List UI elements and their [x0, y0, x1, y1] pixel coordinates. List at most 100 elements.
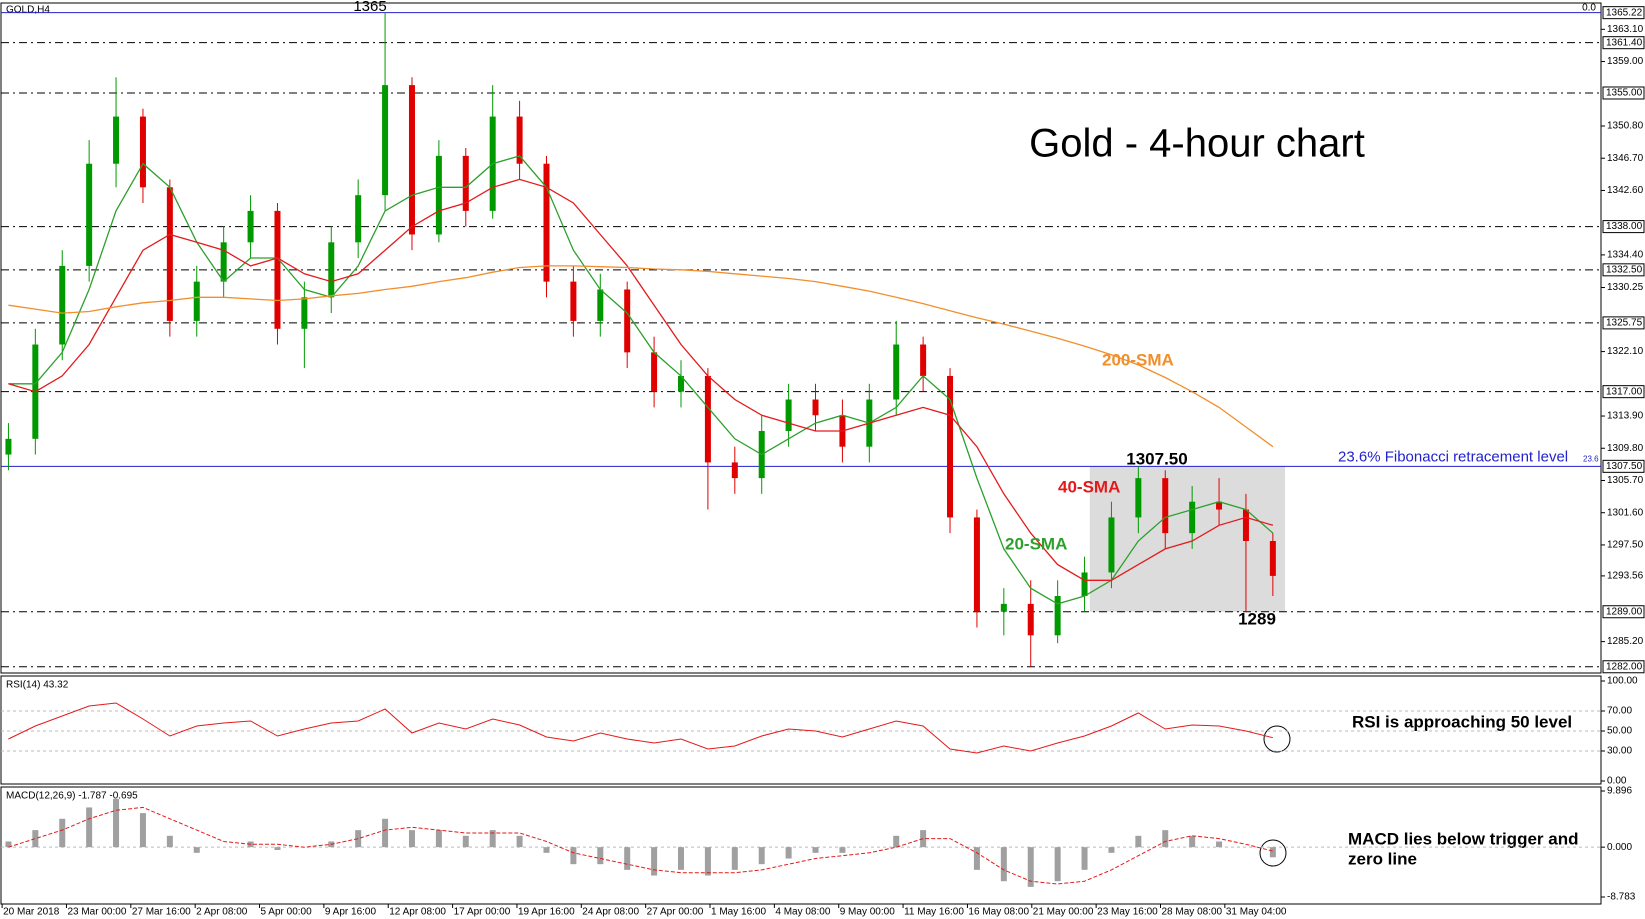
macd-panel [0, 786, 1602, 905]
x-tick-label: 1 May 16:00 [711, 907, 766, 918]
candle-body [678, 375, 685, 392]
x-tick-label: 20 Mar 2018 [3, 907, 60, 918]
macd-bar [86, 807, 93, 848]
candle-body [947, 375, 954, 518]
candle-body [1269, 541, 1276, 576]
x-tick-label: 27 Apr 00:00 [647, 907, 704, 918]
level-label: 1338.00 [1606, 221, 1643, 232]
candle-body [382, 85, 389, 196]
x-tick-label: 12 Apr 08:00 [389, 907, 446, 918]
macd-bar [166, 835, 173, 848]
y-tick-label: 1346.70 [1607, 153, 1644, 164]
range-box [1089, 466, 1285, 612]
level-box [1602, 263, 1645, 277]
fib-small: 23.6 [1583, 454, 1599, 463]
sma-label: 20-SMA [1005, 534, 1067, 553]
candle-body [893, 344, 900, 400]
fib-label: 23.6% Fibonacci retracement level [1338, 448, 1568, 465]
x-tick-label: 4 May 08:00 [775, 907, 830, 918]
level-box [1602, 6, 1645, 20]
level-label: 1289.00 [1606, 606, 1643, 617]
rsi-note: RSI is approaching 50 level [1352, 712, 1572, 731]
candle-body [920, 344, 927, 376]
sma-line [8, 178, 1274, 581]
macd-bar [489, 830, 496, 848]
candle-body [274, 210, 281, 329]
candle-body [5, 438, 12, 455]
candle-body [193, 281, 200, 321]
macd-bar [32, 830, 39, 848]
macd-bar [382, 818, 389, 848]
candle-body [1081, 572, 1088, 597]
candle-body [301, 297, 308, 329]
rsi-title: RSI(14) 43.32 [6, 680, 69, 691]
candle-body [516, 116, 523, 164]
y-tick-label: 100.00 [1607, 676, 1638, 687]
level-box [1602, 316, 1645, 330]
level-label: 1282.00 [1606, 661, 1643, 672]
x-tick-label: 2 Apr 08:00 [196, 907, 248, 918]
candle-body [1027, 603, 1034, 636]
y-tick-label: 70.00 [1607, 706, 1632, 717]
candle-body [166, 187, 173, 321]
candle-body [1000, 603, 1007, 612]
x-tick-label: 11 May 16:00 [904, 907, 964, 918]
sma-line [8, 265, 1274, 448]
y-tick-label: 30.00 [1607, 746, 1632, 757]
candle-body [408, 85, 415, 235]
macd-bar [1108, 847, 1115, 853]
y-tick-label: 1342.60 [1607, 185, 1644, 196]
y-tick-label: 1313.90 [1607, 411, 1644, 422]
candle-body [597, 289, 604, 321]
level-label: 1332.50 [1606, 264, 1643, 275]
macd-bar [113, 798, 120, 848]
level-label: 1307.50 [1606, 461, 1643, 472]
level-label: 1317.00 [1606, 386, 1643, 397]
macd-bar [1216, 841, 1223, 848]
level-label: 1325.75 [1606, 318, 1643, 329]
x-tick-label: 9 May 00:00 [840, 907, 895, 918]
y-tick-label: 9.896 [1607, 786, 1632, 797]
level-label: 1361.40 [1606, 37, 1643, 48]
y-tick-label: -8.783 [1607, 892, 1636, 903]
y-tick-label: 1334.40 [1607, 250, 1644, 261]
macd-bar [1054, 847, 1061, 882]
macd-title: MACD(12,26,9) -1.787 -0.695 [6, 791, 138, 802]
candle-body [59, 265, 66, 345]
macd-bar [597, 847, 604, 865]
level-box [1602, 86, 1645, 100]
candle-body [220, 242, 227, 282]
sma-label: 200-SMA [1102, 350, 1174, 369]
y-tick-label: 0.00 [1607, 776, 1627, 787]
x-tick-label: 24 Apr 08:00 [582, 907, 639, 918]
macd-bar [543, 847, 550, 853]
x-tick-label: 31 May 04:00 [1226, 907, 1287, 918]
x-tick-label: 19 Apr 16:00 [518, 907, 575, 918]
candle-body [113, 116, 120, 164]
macd-bar [704, 847, 711, 876]
main-panel [0, 2, 1602, 674]
y-tick-label: 1293.56 [1607, 571, 1644, 582]
candle-body [543, 163, 550, 282]
macd-bar [785, 847, 792, 859]
rsi-panel [0, 675, 1602, 785]
chart-title: Gold - 4-hour chart [1029, 122, 1365, 166]
macd-bar [1000, 847, 1007, 882]
y-tick-label: 50.00 [1607, 726, 1632, 737]
macd-bar [624, 847, 631, 870]
macd-bar [59, 818, 66, 848]
x-tick-label: 17 Apr 00:00 [454, 907, 511, 918]
rsi-circle [1263, 725, 1291, 753]
macd-bar [1027, 847, 1034, 887]
macd-bar [5, 841, 12, 848]
level-box [1602, 459, 1645, 473]
macd-note: MACD lies below trigger and [1348, 829, 1578, 848]
macd-bar [651, 847, 658, 876]
y-tick-label: 1350.80 [1607, 121, 1644, 132]
level-box [1602, 605, 1645, 619]
x-tick-label: 27 Mar 16:00 [132, 907, 191, 918]
candle-body [973, 517, 980, 612]
candle-body [247, 210, 254, 243]
